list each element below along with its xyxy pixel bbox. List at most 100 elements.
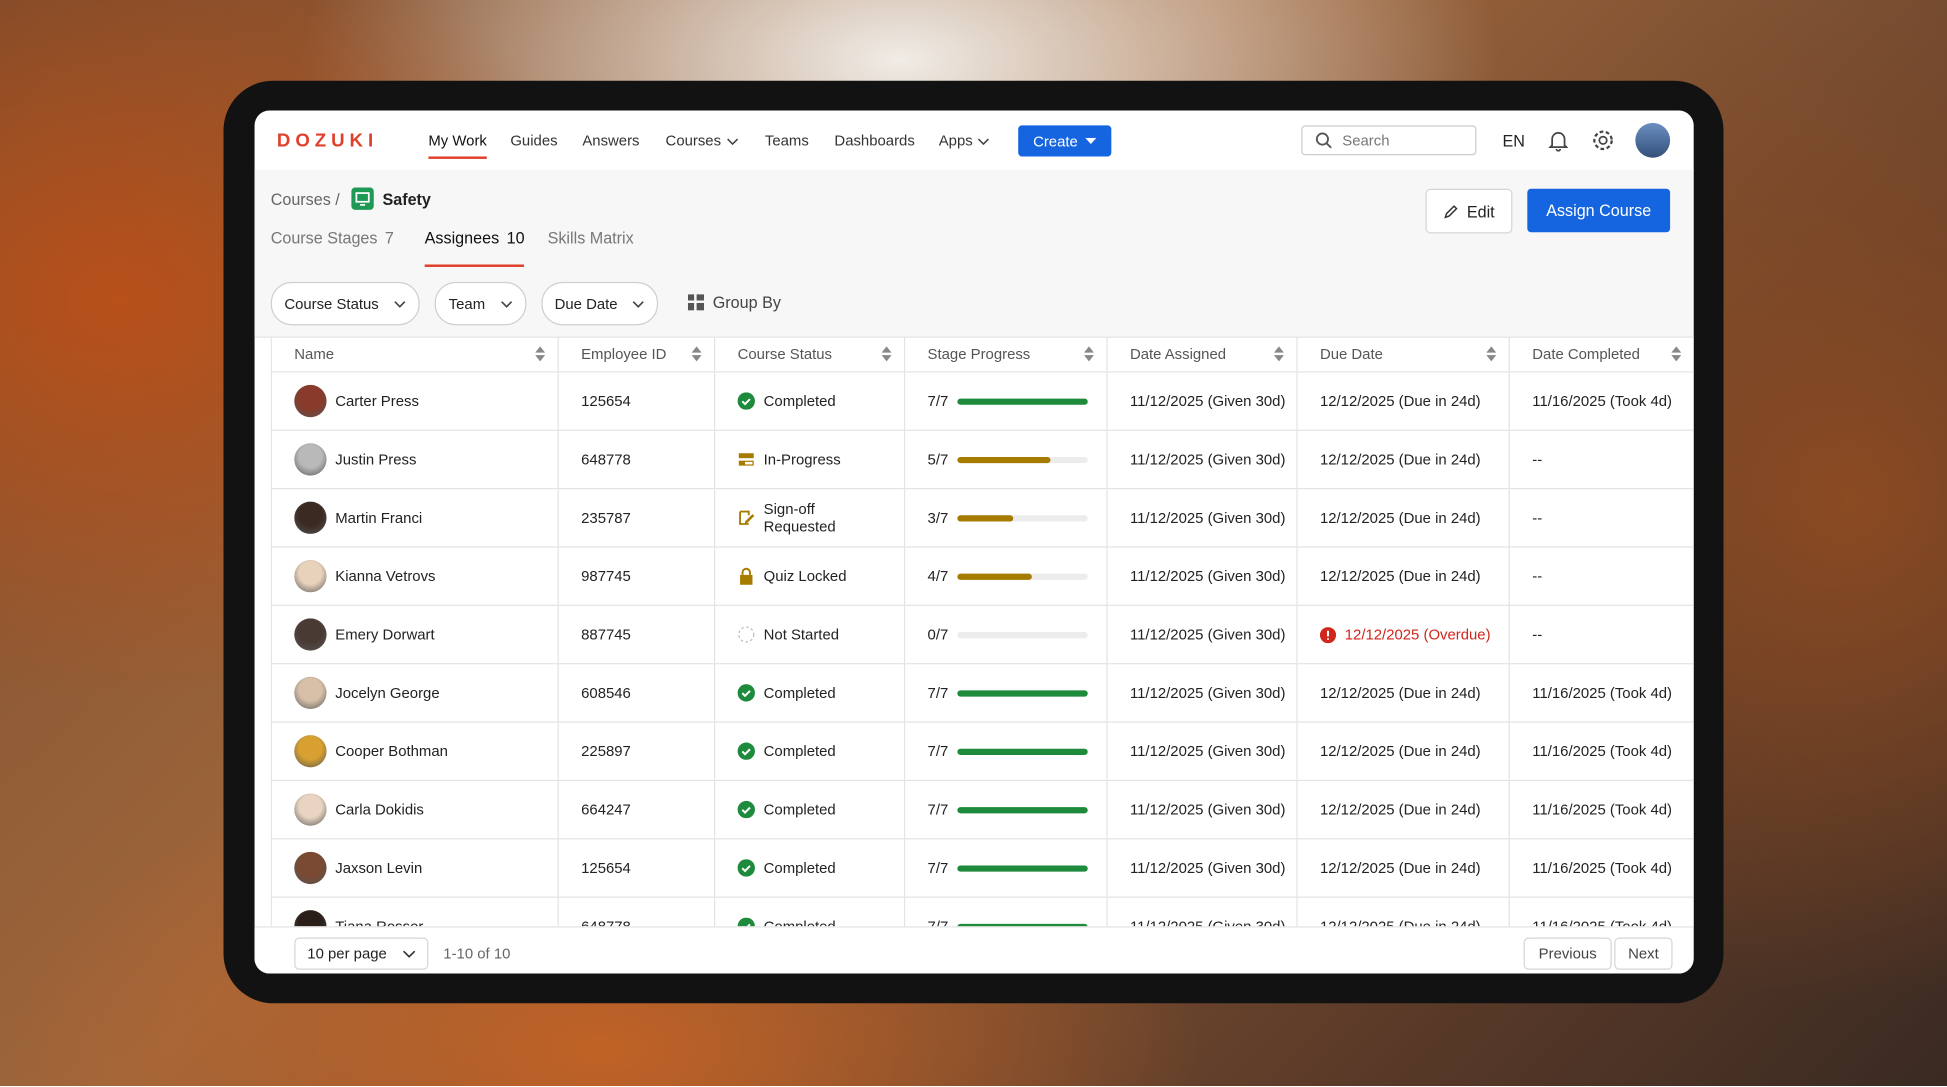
cell: 7/7 [928,859,1107,876]
assignee-name: Jocelyn George [335,684,439,701]
tab-count: 7 [385,228,394,247]
language[interactable]: EN [1502,132,1524,151]
column-title: Course Status [738,345,832,362]
assign-course-button[interactable]: Assign Course [1527,189,1670,232]
cell: 12/12/2025 (Due in 24d) [1320,509,1509,526]
nav-item[interactable]: Courses [666,132,739,149]
next-button[interactable]: Next [1614,937,1672,969]
stage-progress: 5/7 [928,451,949,468]
group-by[interactable]: Group By [688,293,781,312]
column-header[interactable]: Course Status [715,337,905,372]
due-date: 12/12/2025 (Due in 24d) [1320,392,1481,409]
column-header[interactable]: Date Assigned [1107,337,1297,372]
header-cell: Date Assigned [1130,345,1296,362]
assignee-name: Emery Dorwart [335,626,434,643]
employee-id: 225897 [558,722,714,780]
cell: 7/7 [928,918,1107,927]
name-cell: Martin Franci [271,489,558,547]
progress-track [957,456,1087,462]
cell: 12/12/2025 (Overdue) [1320,626,1509,643]
filter-label: Team [449,295,485,312]
cell: Completed [738,801,904,818]
search-box[interactable]: Search [1301,125,1476,155]
progress-bar [957,573,1032,579]
status-cell: Not Started [715,605,905,663]
avatar [294,385,326,417]
user-avatar[interactable] [1635,123,1670,158]
employee-id: 608546 [558,664,714,722]
header-cell: Employee ID [581,345,714,362]
filter-pill[interactable]: Team [435,282,527,325]
nav-item[interactable]: My Work [428,132,486,149]
cell: Completed [738,743,904,760]
due-date: 12/12/2025 (Due in 24d) [1320,801,1481,818]
column-header[interactable]: Employee ID [558,337,714,372]
cell: 0/7 [928,626,1107,643]
name-cell: Emery Dorwart [271,605,558,663]
status-icon [738,859,755,876]
cell: 12/12/2025 (Due in 24d) [1320,684,1509,701]
cell: Jocelyn George [294,677,557,709]
filter-pill[interactable]: Due Date [541,282,658,325]
nav-item[interactable]: Apps [939,132,990,149]
nav-item[interactable]: Dashboards [834,132,914,149]
date-assigned: 11/12/2025 (Given 30d) [1107,897,1297,926]
filter-pill[interactable]: Course Status [271,282,420,325]
nav-item[interactable]: Answers [582,132,639,149]
previous-button[interactable]: Previous [1524,937,1612,969]
cell: 3/7 [928,509,1107,526]
progress-cell: 7/7 [905,664,1107,722]
logo[interactable]: DOZUKI [277,130,378,151]
column-header[interactable]: Due Date [1297,337,1509,372]
progress-cell: 7/7 [905,780,1107,838]
avatar [294,793,326,825]
search-placeholder: Search [1342,132,1389,149]
nav-item[interactable]: Guides [510,132,557,149]
column-header[interactable]: Name [271,337,558,372]
progress-bar [957,690,1087,696]
column-header[interactable]: Stage Progress [905,337,1107,372]
nav-item[interactable]: Teams [765,132,809,149]
progress-track [957,573,1087,579]
assignee-name: Kianna Vetrovs [335,567,435,584]
nav-label: Guides [510,132,557,149]
due-cell: 12/12/2025 (Due in 24d) [1297,489,1509,547]
date-completed: 11/16/2025 (Took 4d) [1509,897,1693,926]
avatar [294,618,326,650]
nav-label: Answers [582,132,639,149]
progress-cell: 4/7 [905,547,1107,605]
due-cell: 12/12/2025 (Due in 24d) [1297,839,1509,897]
name-cell: Carter Press [271,372,558,430]
bell-icon[interactable] [1548,129,1568,151]
status-icon [738,801,755,818]
due-cell: 12/12/2025 (Due in 24d) [1297,372,1509,430]
settings-icon[interactable] [1592,129,1614,151]
course-icon [351,187,373,209]
progress-track [957,631,1087,637]
tab[interactable]: Skills Matrix [548,228,634,247]
column-header[interactable]: Date Completed [1509,337,1693,372]
date-assigned: 11/12/2025 (Given 30d) [1107,664,1297,722]
breadcrumb[interactable]: Courses / [271,190,340,209]
cell: Completed [738,392,904,409]
course-status: Completed [764,859,851,876]
group-by-label: Group By [713,293,781,312]
progress-track [957,398,1087,404]
filter-label: Course Status [284,295,378,312]
per-page-select[interactable]: 10 per page [294,937,428,969]
status-icon [738,509,755,526]
create-button[interactable]: Create [1018,125,1111,156]
edit-button[interactable]: Edit [1425,189,1512,234]
